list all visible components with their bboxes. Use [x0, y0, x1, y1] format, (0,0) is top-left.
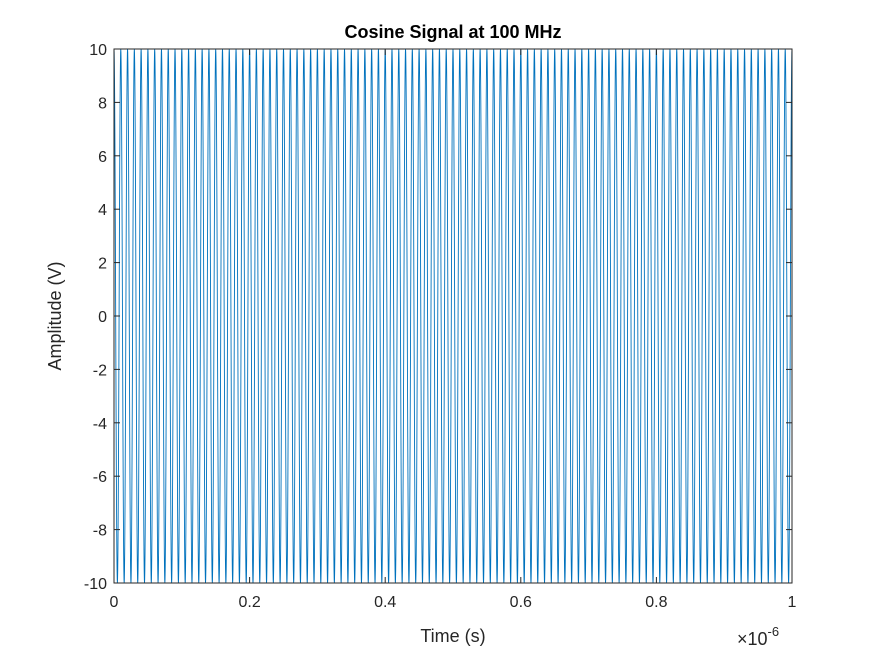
x-tick-label: 1 [788, 594, 797, 611]
x-tick-label: 0.6 [510, 594, 532, 611]
x-tick-label: 0 [110, 594, 119, 611]
y-tick-label: -6 [93, 469, 107, 486]
y-axis-label: Amplitude (V) [45, 261, 65, 370]
plot-area [114, 49, 792, 583]
y-tick-label: 4 [98, 202, 107, 219]
ticks-layer: 0 0.2 0.4 0.6 0.8 1 -10 -8 -6 -4 -2 0 2 4 6 8 10 [84, 42, 797, 611]
y-tick-label: -4 [93, 416, 107, 433]
chart-title: Cosine Signal at 100 MHz [344, 22, 561, 42]
y-tick-label: -2 [93, 362, 107, 379]
x-tick-label: 0.4 [374, 594, 396, 611]
y-tick-label: 6 [98, 149, 107, 166]
y-tick-label: 10 [89, 42, 107, 59]
x-tick-label: 0.2 [238, 594, 260, 611]
x-exponent-base: 10 [748, 629, 768, 649]
svg-text:×10-6: ×10-6 [737, 624, 779, 649]
x-exponent-times: × [737, 629, 748, 649]
y-tick-label: 2 [98, 256, 107, 273]
x-axis-label: Time (s) [420, 626, 485, 646]
y-tick-label: 0 [98, 309, 107, 326]
x-exponent-power: -6 [768, 624, 780, 639]
x-axis-exponent: ×10-6 [737, 624, 779, 649]
y-tick-label: -10 [84, 576, 107, 593]
y-tick-label: 8 [98, 95, 107, 112]
y-tick-label: -8 [93, 523, 107, 540]
x-tick-label: 0.8 [645, 594, 667, 611]
